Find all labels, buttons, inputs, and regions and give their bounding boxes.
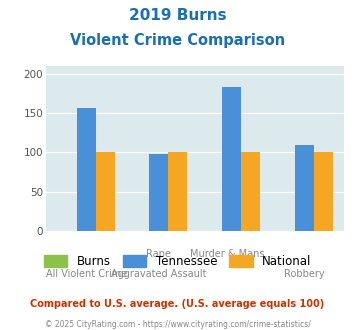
Bar [222,87,241,231]
Bar [295,145,314,231]
Bar [314,152,333,231]
Text: All Violent Crime: All Violent Crime [45,269,127,279]
Text: Aggravated Assault: Aggravated Assault [111,269,207,279]
Bar [241,152,260,231]
Bar [95,152,115,231]
Legend: Burns, Tennessee, National: Burns, Tennessee, National [39,250,316,273]
Text: 2019 Burns: 2019 Burns [129,8,226,23]
Text: Robbery: Robbery [284,269,325,279]
Text: Rape: Rape [147,249,171,259]
Text: Violent Crime Comparison: Violent Crime Comparison [70,33,285,48]
Bar [168,152,187,231]
Text: Compared to U.S. average. (U.S. average equals 100): Compared to U.S. average. (U.S. average … [31,299,324,309]
Bar [77,108,95,231]
Text: © 2025 CityRating.com - https://www.cityrating.com/crime-statistics/: © 2025 CityRating.com - https://www.city… [45,320,310,329]
Text: Murder & Mans...: Murder & Mans... [190,249,273,259]
Bar [149,154,168,231]
